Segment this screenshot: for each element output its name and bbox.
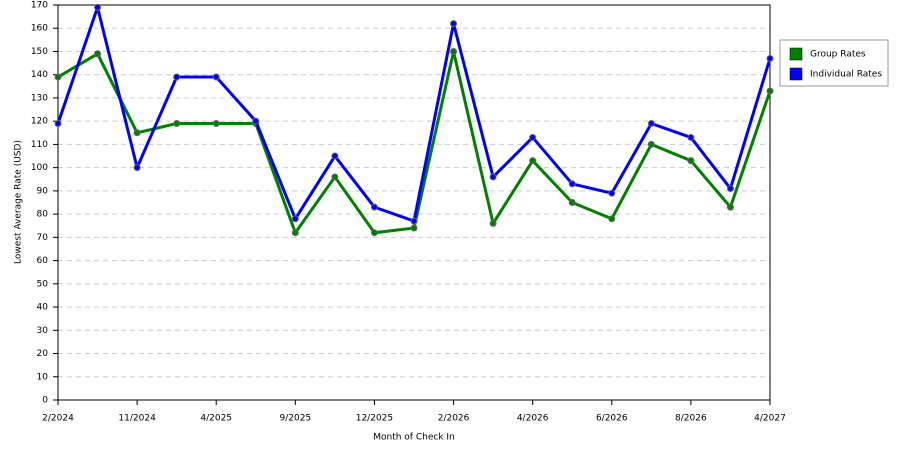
x-tick-label: 8/2026 (675, 414, 707, 424)
series-line (56, 5, 772, 223)
y-tick-label: 70 (37, 233, 49, 243)
point (450, 47, 458, 55)
x-axis-label: Month of Check In (373, 433, 455, 443)
point (212, 73, 220, 81)
point (173, 73, 181, 81)
point (173, 120, 181, 127)
point (291, 229, 299, 237)
y-tick-label: 100 (31, 163, 48, 173)
point (133, 129, 141, 137)
point (529, 157, 537, 165)
point (489, 173, 497, 181)
y-tick-label: 90 (37, 186, 49, 196)
point (410, 224, 418, 232)
point (252, 117, 260, 125)
point (94, 50, 102, 58)
y-tick-label: 30 (37, 326, 49, 336)
y-tick-label: 170 (31, 1, 48, 11)
point (370, 229, 378, 237)
legend-label: Individual Rates (810, 70, 882, 80)
point (94, 3, 102, 11)
x-tick-label: 4/2026 (517, 414, 549, 424)
x-tick-label: 6/2026 (596, 414, 628, 424)
x-tick-label: 11/2024 (118, 414, 156, 424)
legend-label: Group Rates (810, 50, 866, 60)
y-tick-label: 10 (37, 372, 49, 382)
point (370, 203, 378, 211)
point (647, 140, 655, 148)
point (647, 120, 655, 127)
x-tick-label: 2/2024 (42, 414, 74, 424)
point (291, 215, 299, 223)
y-tick-label: 110 (31, 140, 48, 150)
legend-swatch (789, 67, 803, 81)
point (54, 73, 62, 81)
point (608, 189, 616, 197)
point (331, 152, 339, 160)
y-tick-label: 120 (31, 117, 48, 127)
point (529, 133, 537, 141)
y-tick-label: 80 (37, 210, 49, 220)
y-tick-label: 20 (37, 349, 49, 359)
point (726, 203, 734, 211)
point (568, 199, 576, 206)
x-tick-label: 2/2026 (438, 414, 470, 424)
point (608, 215, 616, 223)
point (331, 173, 339, 181)
y-tick-label: 150 (31, 47, 48, 57)
point (568, 180, 576, 188)
point (766, 54, 774, 62)
y-axis-label: Lowest Average Rate (USD) (14, 140, 24, 264)
point (489, 219, 497, 227)
x-tick-label: 9/2025 (279, 414, 311, 424)
point (212, 120, 220, 127)
x-tick-label: 4/2027 (754, 414, 786, 424)
y-tick-label: 140 (31, 70, 48, 80)
y-tick-label: 160 (31, 24, 48, 34)
x-tick-label: 4/2025 (200, 414, 232, 424)
point (133, 164, 141, 172)
point (766, 87, 774, 95)
point (450, 20, 458, 28)
y-tick-label: 0 (42, 396, 48, 406)
point (687, 157, 695, 165)
plot-border (57, 4, 771, 401)
point (54, 120, 62, 127)
x-tick-label: 12/2025 (356, 414, 393, 424)
point (410, 217, 418, 225)
legend-swatch (789, 47, 803, 61)
point (726, 185, 734, 193)
y-tick-label: 60 (37, 256, 49, 266)
series-line (57, 49, 772, 235)
point (687, 133, 695, 141)
y-tick-label: 40 (37, 303, 49, 313)
y-tick-label: 130 (31, 93, 48, 103)
y-tick-label: 50 (37, 279, 49, 289)
